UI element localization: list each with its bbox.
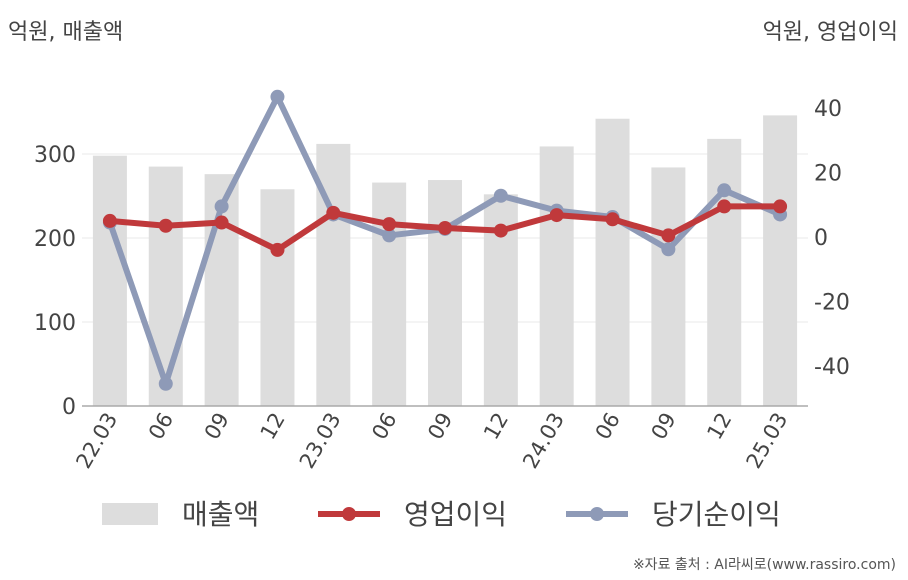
point-영업이익 [717, 199, 732, 214]
point-영업이익 [773, 199, 788, 214]
x-tick-label: 25.03 [742, 409, 793, 473]
point-당기순이익 [661, 242, 676, 257]
point-영업이익 [382, 217, 397, 232]
legend-item-매출액: 매출액 [102, 498, 259, 531]
bar-매출액 [539, 146, 574, 406]
legend-label: 매출액 [182, 498, 259, 531]
point-당기순이익 [717, 183, 732, 198]
point-당기순이익 [270, 89, 285, 104]
bar-매출액 [595, 118, 630, 406]
x-tick-label: 09 [647, 409, 681, 444]
bar-매출액 [148, 166, 183, 406]
x-tick-label: 06 [144, 409, 178, 444]
point-영업이익 [102, 213, 117, 228]
right-tick-label: -20 [814, 291, 850, 316]
left-tick-label: 0 [62, 395, 76, 420]
bar-매출액 [92, 155, 127, 406]
bar-매출액 [707, 138, 742, 406]
right-tick-label: 20 [814, 162, 842, 187]
left-tick-label: 100 [34, 311, 76, 336]
legend-label: 영업이익 [404, 498, 507, 531]
point-영업이익 [605, 212, 620, 227]
x-tick-label: 12 [702, 409, 736, 444]
point-영업이익 [438, 221, 452, 236]
x-tick-label: 09 [200, 409, 234, 444]
right-axis-unit-label: 억원, 영업이익 [762, 20, 898, 45]
point-영업이익 [158, 218, 173, 233]
right-tick-label: 40 [814, 97, 842, 122]
point-당기순이익 [158, 376, 173, 391]
x-tick-label: 06 [367, 409, 401, 444]
right-tick-label: 0 [814, 226, 828, 251]
point-영업이익 [326, 205, 341, 220]
point-당기순이익 [214, 199, 229, 214]
bar-매출액 [260, 189, 295, 406]
bar-매출액 [428, 180, 462, 406]
legend-marker [590, 507, 604, 521]
point-당기순이익 [493, 188, 508, 203]
legend-marker [342, 507, 356, 521]
x-tick-label: 24.03 [518, 409, 569, 473]
bar-매출액 [372, 182, 407, 406]
point-영업이익 [661, 228, 676, 243]
legend-swatch [102, 503, 158, 525]
legend-item-당기순이익: 당기순이익 [566, 498, 781, 531]
point-영업이익 [549, 208, 564, 223]
legend-item-영업이익: 영업이익 [318, 498, 507, 531]
x-tick-label: 12 [256, 409, 290, 444]
point-영업이익 [214, 215, 229, 230]
right-tick-label: -40 [814, 355, 850, 380]
x-tick-label: 12 [479, 409, 513, 444]
source-credit: ※자료 출처 : AI라씨로(www.rassiro.com) [632, 557, 896, 573]
point-당기순이익 [382, 228, 397, 243]
left-tick-label: 300 [34, 143, 76, 168]
bar-매출액 [651, 167, 686, 406]
x-tick-label: 22.03 [71, 409, 122, 473]
x-tick-label: 06 [591, 409, 625, 444]
x-tick-label: 23.03 [295, 409, 346, 473]
x-tick-label: 09 [423, 409, 457, 444]
left-axis-unit-label: 억원, 매출액 [8, 20, 124, 45]
bar-매출액 [763, 115, 798, 407]
left-tick-label: 200 [34, 227, 76, 252]
legend-label: 당기순이익 [652, 498, 781, 531]
point-영업이익 [270, 242, 285, 257]
point-영업이익 [493, 223, 508, 238]
